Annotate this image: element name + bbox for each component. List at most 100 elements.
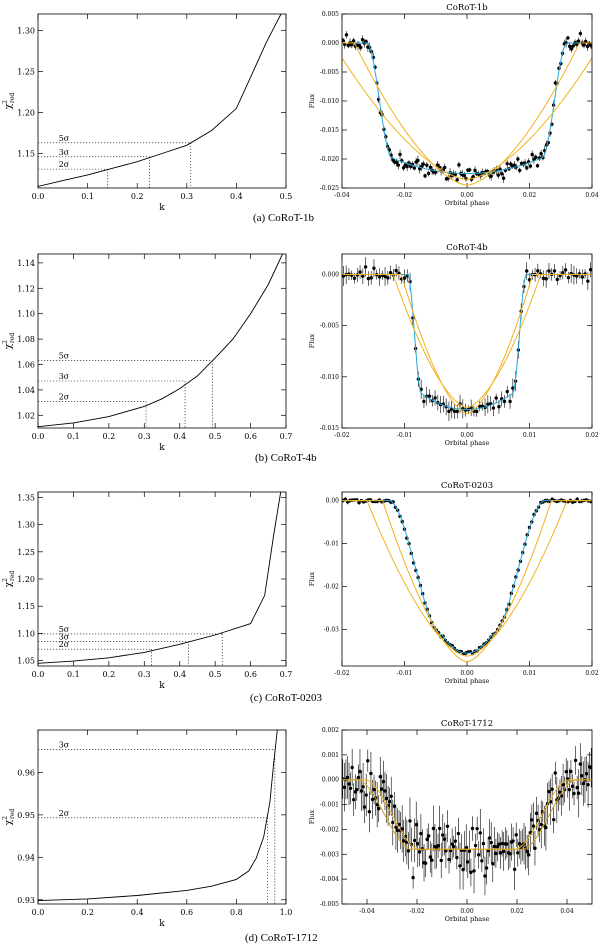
- data-point: [364, 39, 368, 44]
- data-point: [352, 276, 357, 280]
- chart-title: CoRoT-0203: [441, 481, 493, 491]
- data-point: [402, 839, 406, 843]
- data-point: [408, 819, 412, 823]
- y-tick-label: -0.03: [324, 626, 340, 633]
- data-point: [492, 844, 497, 849]
- data-point: [433, 396, 437, 400]
- data-point: [501, 176, 506, 180]
- y-tick-label: -0.001: [320, 802, 339, 809]
- data-point: [384, 796, 389, 801]
- data-point: [362, 805, 367, 809]
- y-tick-label: 1.06: [17, 360, 35, 369]
- data-point: [508, 399, 512, 404]
- model-curve-blue: [342, 42, 592, 174]
- data-point: [585, 44, 590, 49]
- data-layer: [342, 743, 592, 896]
- data-point: [505, 842, 509, 846]
- data-point: [359, 789, 364, 793]
- data-point: [396, 163, 400, 167]
- y-tick-label: 0.002: [322, 727, 339, 734]
- data-point: [588, 268, 592, 272]
- x-tick-label: 0.0: [32, 670, 45, 679]
- data-point: [441, 833, 445, 837]
- panel-a-right: CoRoT-1b -0.04 -0.02 0.00 0.02 0.04 0.005 0.000…: [300, 0, 600, 210]
- y-tick-label: 1.25: [17, 67, 35, 76]
- chi2-curve: [38, 730, 278, 902]
- data-point: [497, 842, 501, 846]
- x-tick-label: 0.2: [102, 432, 115, 441]
- y-axis-label: Flux: [308, 809, 316, 824]
- data-point: [558, 790, 562, 794]
- x-tick-label: 0.00: [460, 432, 474, 439]
- data-point: [489, 174, 493, 178]
- data-point: [394, 825, 398, 829]
- data-point: [372, 787, 376, 792]
- plot-frame: [37, 491, 287, 667]
- sigma-level-label: 2σ: [59, 809, 70, 818]
- x-axis-label: Orbital phase: [445, 199, 490, 207]
- data-point: [386, 276, 390, 280]
- data-point: [342, 274, 346, 278]
- data-point: [567, 44, 572, 49]
- x-tick-label: -0.02: [334, 432, 350, 439]
- data-point: [381, 779, 386, 784]
- data-point: [455, 409, 459, 414]
- y-tick-label: 1.30: [17, 26, 35, 35]
- data-point: [572, 791, 576, 796]
- data-point: [405, 164, 409, 169]
- data-point: [578, 31, 583, 36]
- data-point: [527, 853, 531, 857]
- data-point: [436, 844, 440, 848]
- data-layer: [342, 496, 592, 663]
- data-point: [536, 269, 540, 273]
- x-tick-label: 0.6: [180, 908, 193, 917]
- sigma-level-label: 2σ: [59, 160, 70, 169]
- chi2-vs-k-chart-corot-4b: 0.0 0.1 0.2 0.3 0.4 0.5 0.6 0.7 1.02 1.04 1.06 1.08…: [2, 253, 292, 453]
- data-point: [555, 277, 559, 282]
- panel-d-right: CoRoT-1712 -0.04 -0.02 0.00 0.02 0.04 0.002 0.0…: [300, 716, 600, 928]
- data-point: [533, 846, 537, 850]
- model-curve-orange1: [342, 779, 592, 850]
- data-point: [388, 270, 393, 275]
- x-tick-label: 0.02: [585, 670, 599, 677]
- panel-b-right: CoRoT-4b -0.02 -0.01 0.00 0.01 0.02 0.000 -0.00…: [300, 240, 600, 450]
- data-point: [473, 168, 477, 173]
- data-point: [361, 785, 365, 789]
- data-point: [411, 875, 415, 880]
- x-tick-label: 0.0: [32, 432, 45, 441]
- sigma-level-label: 3σ: [59, 741, 70, 750]
- y-tick-label: 0.00: [326, 498, 340, 505]
- x-axis-label: Orbital phase: [445, 915, 490, 923]
- data-point: [402, 276, 407, 280]
- data-point: [566, 275, 571, 280]
- data-layer: [342, 30, 592, 186]
- sigma-level-label: 2σ: [59, 640, 70, 649]
- data-point: [530, 818, 534, 822]
- sigma-level-label: 5σ: [59, 352, 70, 361]
- sigma-levels: 3σ 2σ: [38, 741, 276, 904]
- caption-a: (a) CoRoT-1b: [253, 212, 315, 224]
- y-tick-label: 1.08: [17, 335, 35, 344]
- y-tick-label: -0.004: [320, 876, 339, 883]
- chi2-vs-k-chart-corot-1b: 0.0 0.1 0.2 0.3 0.4 0.5 1.15 1.20 1.25 1.30 5σ 3σ 2σ…: [2, 13, 292, 213]
- x-tick-label: 0.8: [230, 908, 243, 917]
- data-point: [567, 787, 572, 792]
- x-tick-label: 0.7: [280, 670, 293, 679]
- data-point: [582, 43, 586, 47]
- data-point: [564, 769, 568, 774]
- data-point: [394, 268, 398, 273]
- data-point: [575, 785, 579, 790]
- data-point: [569, 47, 574, 51]
- model-curve-blue: [342, 500, 592, 654]
- data-point: [484, 866, 489, 870]
- y-axis-label: Flux: [308, 93, 316, 108]
- data-point: [437, 826, 442, 831]
- y-tick-label: -0.005: [320, 69, 339, 76]
- x-axis-label: Orbital phase: [445, 439, 490, 447]
- y-tick-label: -0.003: [320, 851, 339, 858]
- data-point: [483, 874, 487, 878]
- data-points: [342, 257, 592, 422]
- data-point: [544, 277, 548, 281]
- data-point: [452, 409, 457, 414]
